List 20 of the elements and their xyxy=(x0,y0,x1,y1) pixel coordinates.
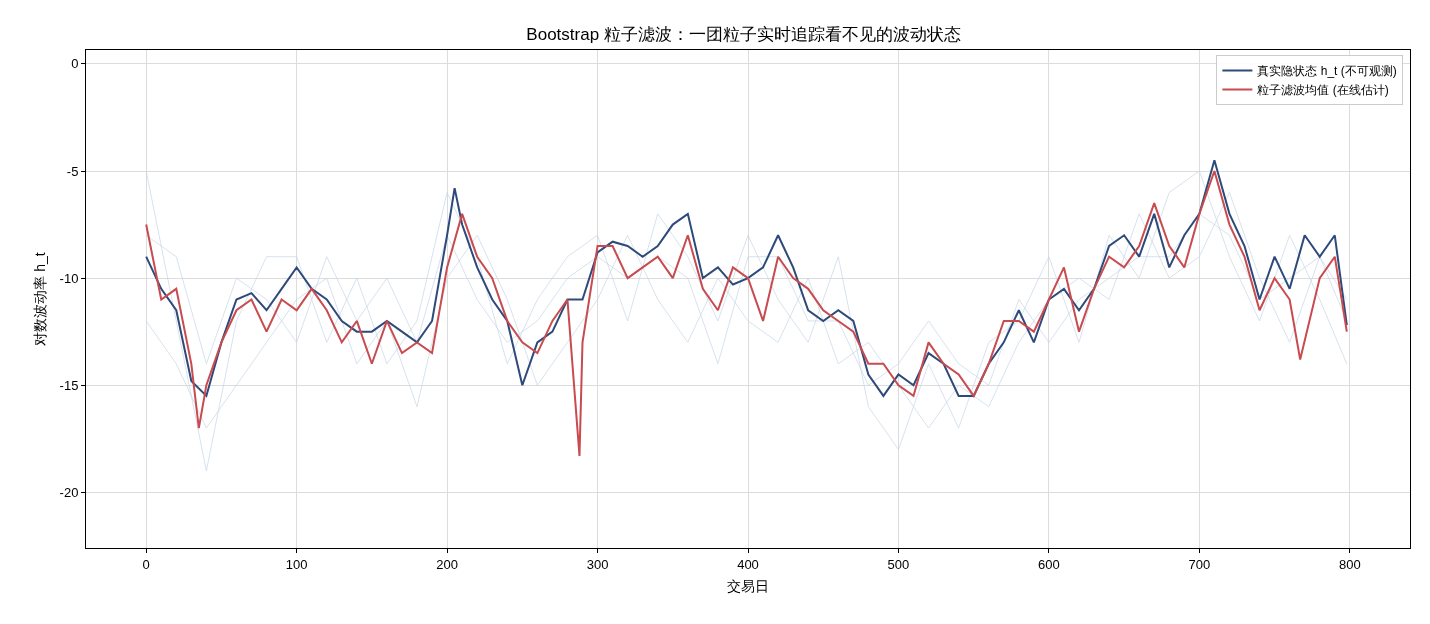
x-tick-label: 500 xyxy=(887,556,910,572)
x-tick-label: 600 xyxy=(1038,556,1060,572)
y-tick-label: -15 xyxy=(59,377,79,393)
y-tick-label: -20 xyxy=(59,484,79,500)
y-tick-label: -5 xyxy=(66,163,79,179)
x-axis-title: 交易日 xyxy=(727,577,769,594)
line-series xyxy=(145,159,1348,397)
x-tick-label: 800 xyxy=(1338,556,1361,572)
x-tick-label: 100 xyxy=(285,556,308,572)
x-tick-label: 700 xyxy=(1188,556,1211,572)
y-axis-title: 对数波动率 h_t xyxy=(32,252,49,346)
y-tick-label: -10 xyxy=(59,270,79,286)
chart-title: Bootstrap 粒子滤波：一团粒子实时追踪看不见的波动状态 xyxy=(526,24,961,44)
x-tick-label: 400 xyxy=(737,556,759,572)
x-tick-label: 0 xyxy=(142,556,150,572)
legend-label: 真实隐状态 h_t (不可观测) xyxy=(1257,64,1397,79)
legend-label: 粒子滤波均值 (在线估计) xyxy=(1257,83,1389,98)
x-tick-label: 200 xyxy=(436,556,458,572)
y-tick-label: 0 xyxy=(71,56,79,72)
x-tick-label: 300 xyxy=(586,556,609,572)
